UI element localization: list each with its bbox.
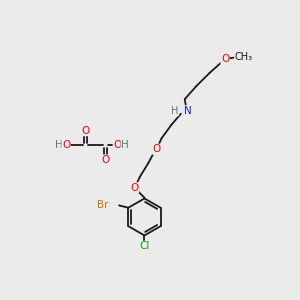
Text: O: O	[62, 140, 70, 150]
Text: CH₃: CH₃	[235, 52, 253, 62]
Text: O: O	[81, 126, 90, 136]
Text: Cl: Cl	[139, 241, 150, 251]
Text: O: O	[221, 54, 229, 64]
Text: Br: Br	[98, 200, 109, 210]
Text: O: O	[113, 140, 122, 150]
Text: N: N	[184, 106, 192, 116]
Text: O: O	[102, 155, 110, 165]
Text: H: H	[55, 140, 63, 150]
Text: H: H	[171, 106, 178, 116]
Text: O: O	[152, 144, 160, 154]
Text: H: H	[121, 140, 129, 150]
Text: O: O	[130, 183, 139, 193]
